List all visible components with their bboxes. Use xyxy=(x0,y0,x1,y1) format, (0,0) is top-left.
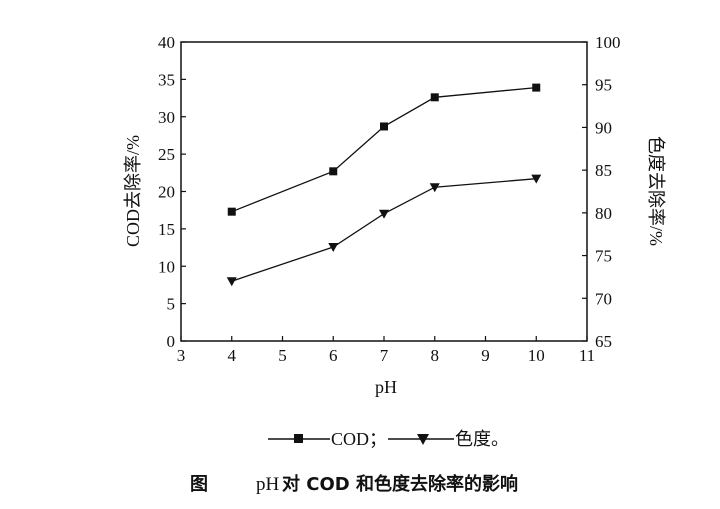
legend-color-label: 色度。 xyxy=(455,429,509,449)
y-left-tick-label: 15 xyxy=(158,220,175,239)
legend-cod-marker xyxy=(294,434,303,443)
y-right-tick-label: 75 xyxy=(595,247,612,266)
x-tick-label: 5 xyxy=(278,346,287,365)
chart-ticks: 3 4 5 6 7 8 9 10 11 0 5 10 15 20 25 30 35 40 65 70 75 80 85 90 9… xyxy=(158,33,621,365)
chart-series xyxy=(226,83,542,287)
y-left-tick-label: 30 xyxy=(158,108,175,127)
color-data-point xyxy=(531,174,542,184)
figure-caption: 图 pH 对 COD 和色度去除率的影响 xyxy=(190,473,518,495)
x-axis-title: pH xyxy=(375,377,397,397)
y-right-tick-label: 100 xyxy=(595,33,621,52)
x-tick-label: 10 xyxy=(528,346,545,365)
color-data-point xyxy=(379,209,389,219)
plot-frame xyxy=(180,41,588,342)
y-left-axis-title: COD去除率/% xyxy=(123,135,143,247)
chart-axes xyxy=(180,41,588,342)
y-left-tick-label: 25 xyxy=(158,145,175,164)
cod-series-line xyxy=(231,86,537,213)
x-tick-label: 7 xyxy=(380,346,389,365)
x-tick-label: 6 xyxy=(329,346,338,365)
caption-label: 图 xyxy=(190,474,208,495)
y-right-axis-title: 色度去除率/% xyxy=(646,136,666,246)
y-right-tick-label: 95 xyxy=(595,76,612,95)
y-left-tick-label: 10 xyxy=(158,257,175,276)
y-left-tick-label: 20 xyxy=(158,183,175,202)
cod-data-point xyxy=(532,83,541,92)
color-data-point xyxy=(226,277,237,287)
caption-text: 对 COD 和色度去除率的影响 xyxy=(282,473,518,495)
y-right-tick-label: 85 xyxy=(595,161,612,180)
y-left-tick-label: 0 xyxy=(167,332,176,351)
y-left-tick-label: 35 xyxy=(158,70,175,89)
legend-color-marker xyxy=(417,434,429,445)
color-data-point xyxy=(328,243,339,253)
cod-data-point xyxy=(227,207,236,216)
y-right-tick-label: 90 xyxy=(595,118,612,137)
cod-data-point xyxy=(430,93,439,102)
color-data-point xyxy=(429,183,440,193)
y-right-tick-label: 80 xyxy=(595,204,612,223)
caption-ph: pH xyxy=(256,474,280,495)
cod-data-point xyxy=(329,167,338,176)
cod-data-point xyxy=(380,122,388,131)
legend: COD； 色度。 xyxy=(268,429,509,449)
y-left-tick-label: 40 xyxy=(158,33,175,52)
y-right-tick-label: 70 xyxy=(595,289,612,308)
y-right-tick-label: 65 xyxy=(595,332,612,351)
x-tick-label: 8 xyxy=(431,346,440,365)
x-tick-label: 11 xyxy=(579,346,595,365)
x-tick-label: 4 xyxy=(228,346,237,365)
x-tick-label: 3 xyxy=(177,346,186,365)
y-left-tick-label: 5 xyxy=(167,295,176,314)
legend-cod-label: COD； xyxy=(331,429,387,449)
x-tick-label: 9 xyxy=(481,346,490,365)
